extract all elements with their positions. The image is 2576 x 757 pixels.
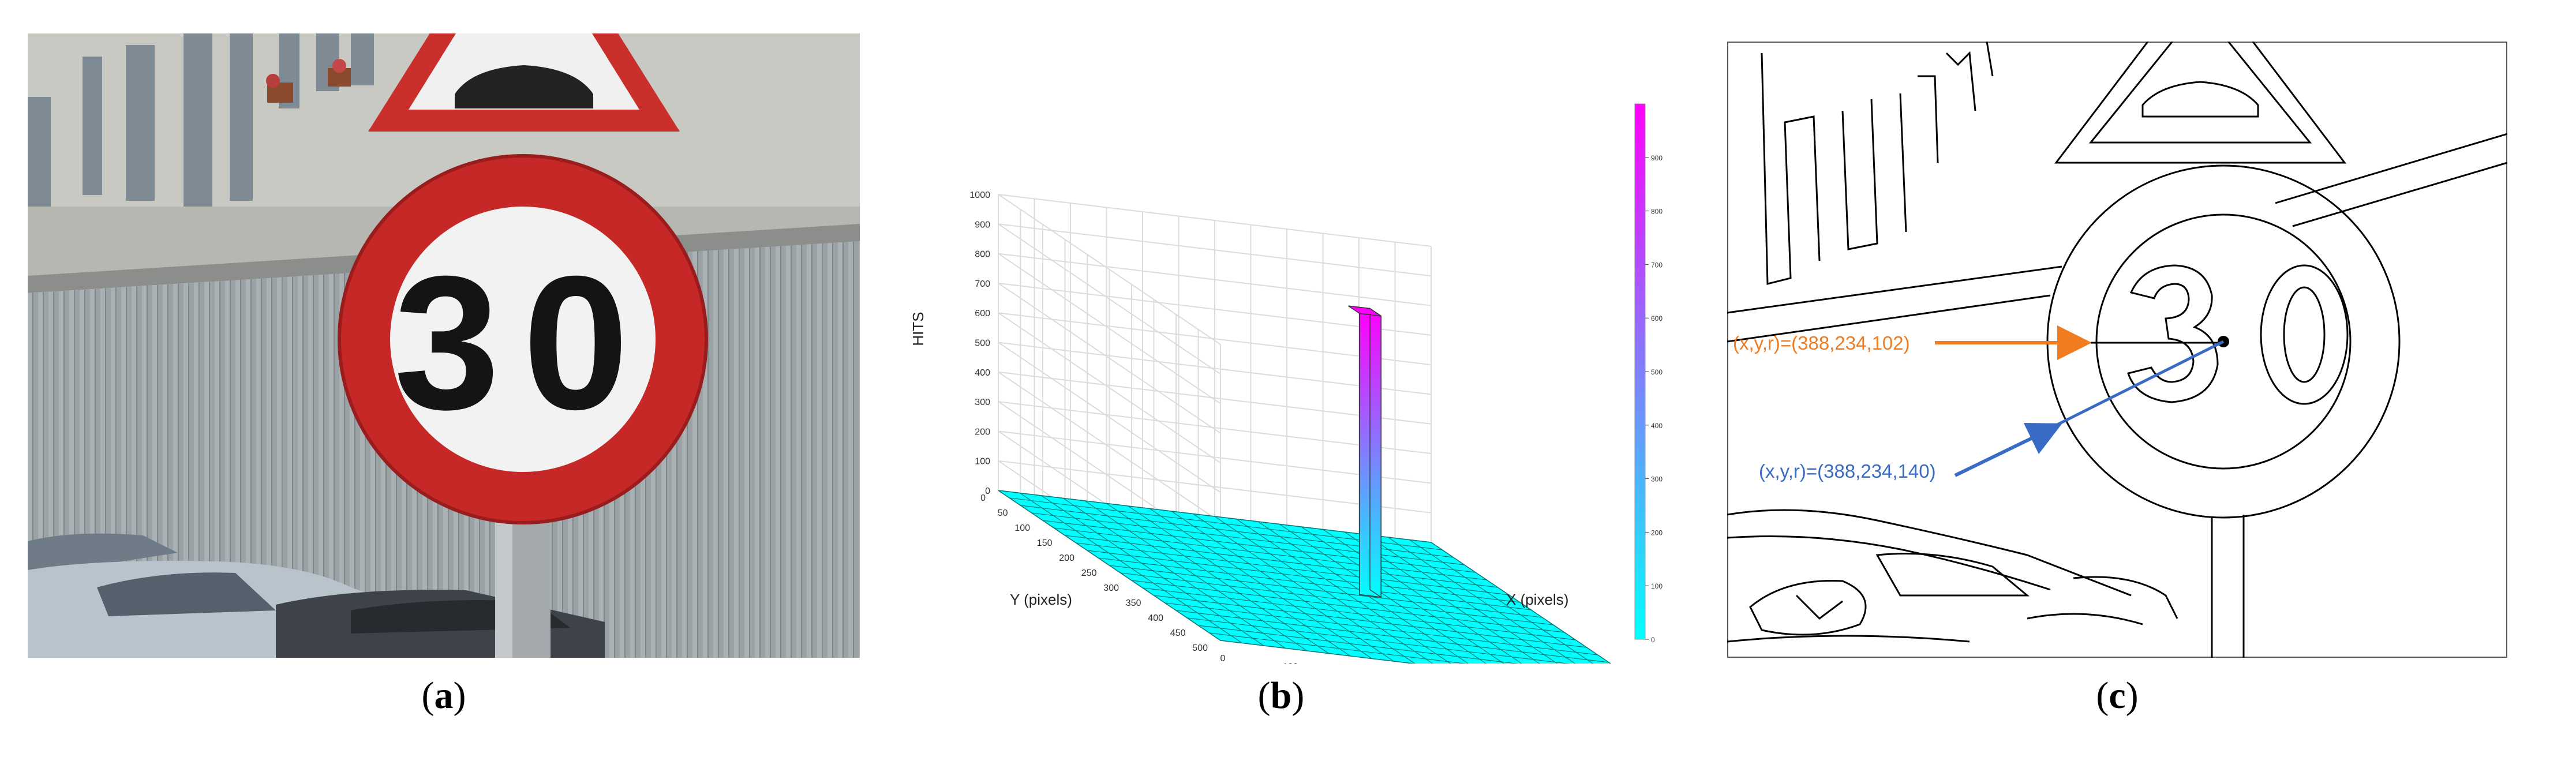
- colorbar-tick-label: 200: [1651, 529, 1663, 537]
- floor-grid-line: [1143, 587, 1576, 640]
- edge-lines: [1727, 42, 2507, 658]
- colorbar-tick-label: 0: [1651, 636, 1655, 644]
- caption-c: (c): [2096, 674, 2139, 717]
- floor-grid-line: [1301, 526, 1505, 664]
- floor-grid-line: [1257, 521, 1469, 664]
- y-axis-label: Y (pixels): [1010, 591, 1072, 608]
- y-tick-label: 500: [1192, 643, 1208, 653]
- floor-grid-line: [1120, 572, 1553, 625]
- floor-grid-line: [1431, 542, 1612, 664]
- y-tick-label: 0: [980, 493, 986, 503]
- y-tick-label: 250: [1081, 568, 1097, 578]
- warning-triangle-sign: [368, 33, 680, 132]
- z-tick-label: 400: [975, 368, 990, 378]
- floor-grid-line: [1279, 524, 1487, 664]
- colorbar-tick-label: 800: [1651, 208, 1663, 216]
- floor-grid-line: [1236, 519, 1451, 664]
- z-tick-label: 0: [985, 486, 990, 496]
- floor-grid-line: [1198, 625, 1519, 664]
- floor-grid-line: [1175, 610, 1609, 663]
- y-tick-label: 350: [1126, 598, 1141, 608]
- y-tick-label: 400: [1148, 613, 1163, 623]
- y-tick-label: 200: [1059, 553, 1074, 563]
- z-tick-label: 500: [975, 339, 990, 348]
- x-axis-label: X (pixels): [1506, 591, 1568, 608]
- z-tick-label: 200: [975, 427, 990, 437]
- floor-grid-line: [1154, 595, 1587, 648]
- colorbar-tick-label: 400: [1651, 422, 1663, 430]
- colorbar-tick-label: 900: [1651, 154, 1663, 162]
- floor-grid-line: [1409, 539, 1594, 664]
- y-tick-label: 50: [998, 508, 1008, 518]
- blue-arrow: [1954, 422, 2062, 477]
- z-axis-label: HITS: [909, 312, 927, 346]
- flower-pots: [266, 59, 351, 103]
- colorbar: [1634, 103, 1646, 640]
- y-tick-label: 450: [1170, 628, 1186, 638]
- x-tick-label: 100: [1283, 662, 1298, 664]
- floor-grid-line: [1344, 531, 1540, 664]
- caption-b: (b): [1257, 674, 1305, 717]
- floor-grid-line: [1387, 537, 1576, 664]
- floor-grid-line: [1109, 565, 1542, 618]
- peak-bar-side: [1369, 308, 1381, 598]
- annotation-label-r140: (x,y,r)=(388,234,140): [1759, 460, 1936, 482]
- x-tick-label: 0: [1220, 654, 1226, 664]
- floor-grid-line: [1187, 617, 1570, 664]
- y-tick-label: 100: [1014, 523, 1030, 533]
- speed-limit-sign: 30: [338, 154, 708, 524]
- z-tick-label: 1000: [969, 190, 990, 200]
- z-tick-label: 600: [975, 309, 990, 318]
- histogram-plot: 01002003004005006007008009001000HITS0501…: [909, 103, 1663, 664]
- z-tick-label: 800: [975, 250, 990, 260]
- caption-a: (a): [421, 674, 466, 717]
- colorbar-tick-label: 500: [1651, 368, 1663, 376]
- colorbar-tick-label: 600: [1651, 314, 1663, 323]
- edge-map-frame: [1727, 42, 2507, 658]
- sign-number: 30: [394, 236, 652, 449]
- colorbar-tick-label: 700: [1651, 261, 1663, 269]
- floor-grid-line: [1366, 534, 1558, 664]
- z-tick-label: 100: [975, 457, 990, 467]
- annotation-label-r102: (x,y,r)=(388,234,102): [1733, 332, 1910, 354]
- peak-bar-top: [1348, 305, 1381, 317]
- blue-line: [2049, 340, 2225, 430]
- z-tick-label: 900: [975, 220, 990, 230]
- z-tick-label: 700: [975, 279, 990, 289]
- colorbar-tick-label: 100: [1651, 582, 1663, 590]
- y-tick-label: 300: [1103, 583, 1119, 593]
- floor-grid-line: [1209, 632, 1467, 664]
- floor-grid-line: [1220, 640, 1416, 664]
- colorbar-tick-label: 300: [1651, 475, 1663, 484]
- z-tick-label: 300: [975, 398, 990, 407]
- panel-a-photo: 30: [28, 33, 860, 658]
- panel-c-edge-map: (x,y,r)=(388,234,102) (x,y,r)=(388,234,1…: [1727, 42, 2507, 658]
- panel-b-hough-histogram: 01002003004005006007008009001000HITS0501…: [909, 103, 1663, 664]
- floor-grid-line: [1165, 602, 1598, 655]
- floor-grid-line: [1131, 580, 1565, 633]
- y-tick-label: 150: [1037, 538, 1053, 548]
